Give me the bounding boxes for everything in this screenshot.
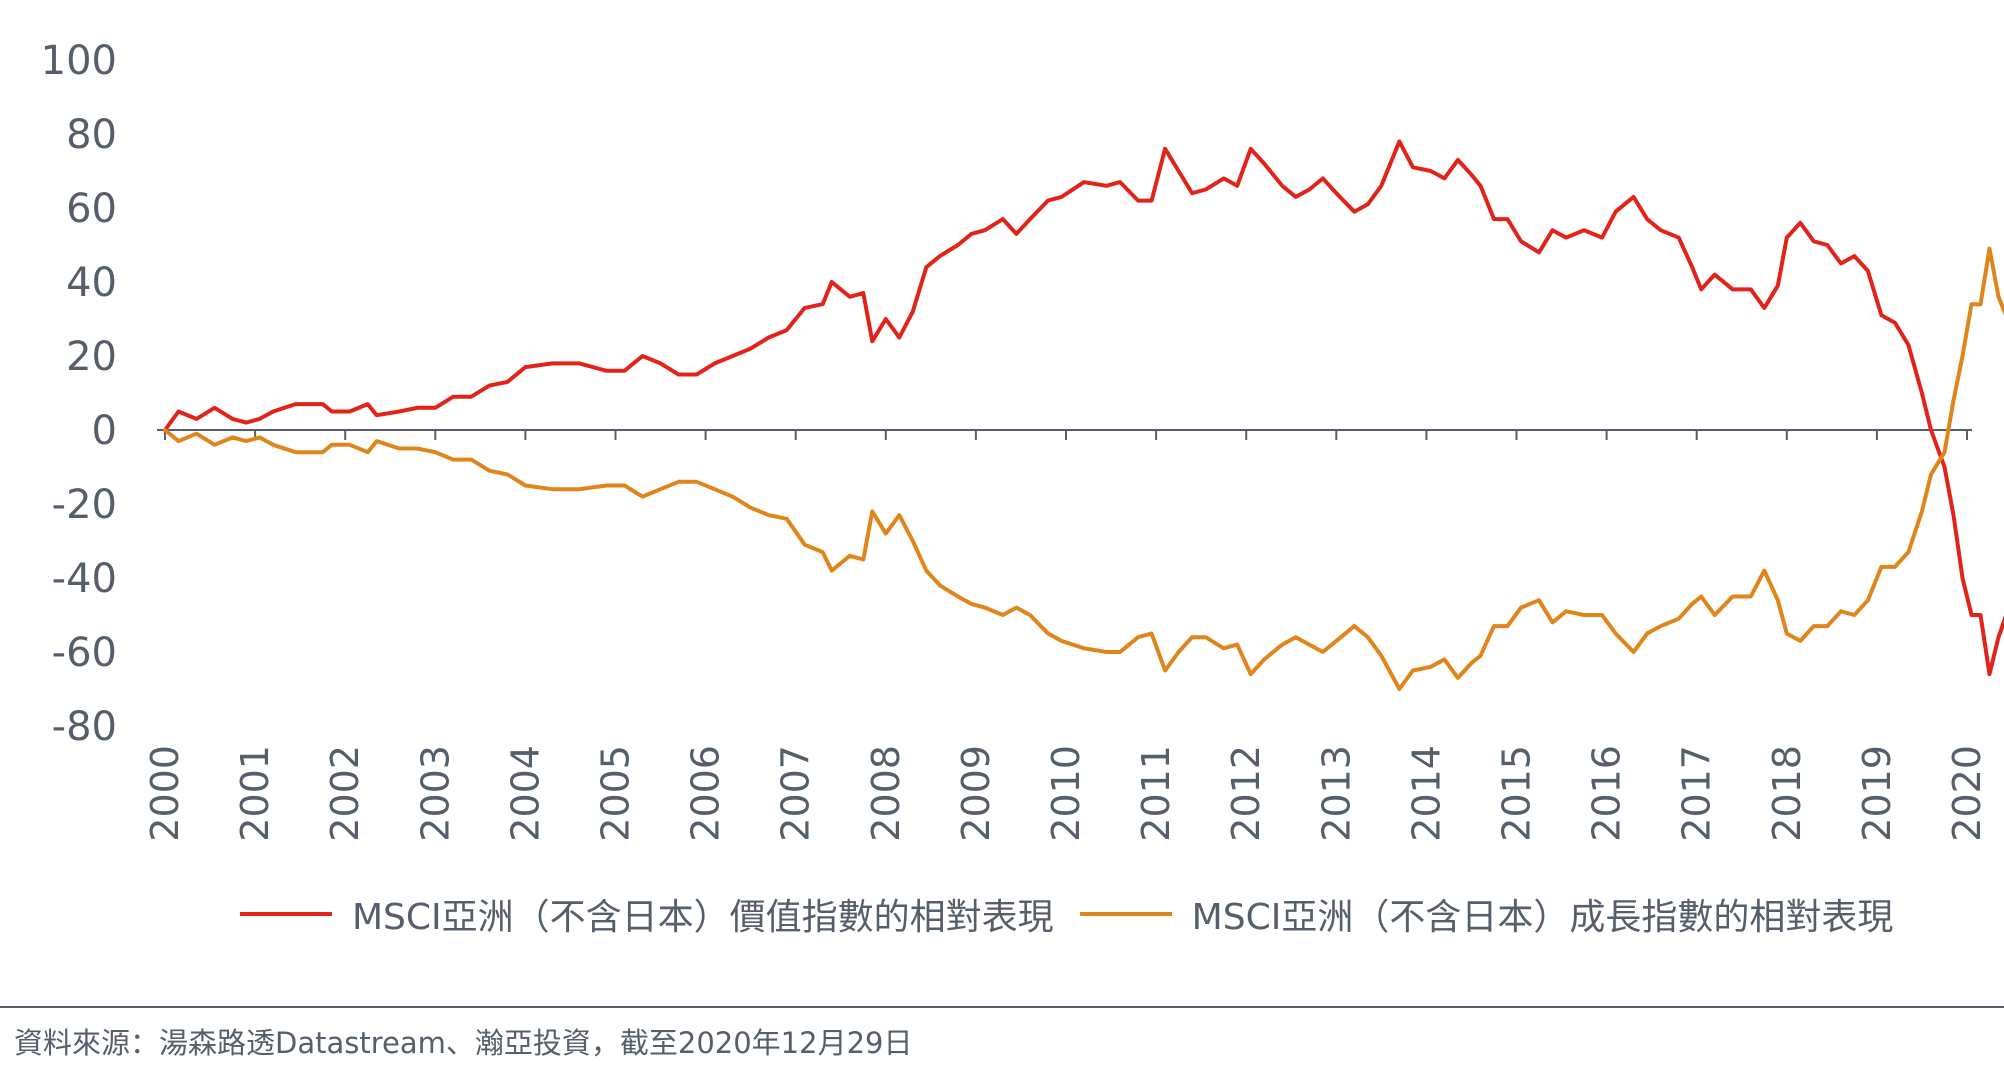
y-tick-label: -40 xyxy=(52,556,117,602)
x-tick-label: 2005 xyxy=(594,745,638,842)
x-tick-label: 2011 xyxy=(1134,745,1178,842)
legend-swatch-growth xyxy=(1079,912,1172,916)
x-tick-label: 2002 xyxy=(323,745,367,842)
y-tick-label: 40 xyxy=(66,260,117,306)
x-tick-label: 2008 xyxy=(864,745,908,842)
x-axis-ticks: 2000 2001 2002 2003 2004 2005 2006 2007 2008 2009… xyxy=(143,745,1989,842)
series-line-growth xyxy=(163,246,2004,691)
series-layer xyxy=(163,139,2004,691)
footer-divider xyxy=(0,1006,2004,1008)
legend: MSCI亞洲（不含日本）價值指數的相對表現 MSCI亞洲（不含日本）成長指數的相… xyxy=(240,888,1919,940)
legend-label-value: MSCI亞洲（不含日本）價值指數的相對表現 xyxy=(352,897,1054,938)
y-tick-label: 20 xyxy=(66,334,117,380)
y-tick-label: -80 xyxy=(52,704,117,750)
legend-item-value: MSCI亞洲（不含日本）價值指數的相對表現 xyxy=(240,888,1054,940)
x-tick-label: 2019 xyxy=(1855,745,1899,842)
legend-item-growth: MSCI亞洲（不含日本）成長指數的相對表現 xyxy=(1079,888,1894,940)
series-line-value xyxy=(163,139,2004,677)
y-tick-label: -20 xyxy=(52,482,117,528)
legend-swatch-value xyxy=(240,912,332,916)
x-tick-label: 2013 xyxy=(1314,745,1358,842)
y-tick-label: 0 xyxy=(92,408,117,454)
x-tick-label: 2000 xyxy=(143,745,187,842)
y-tick-label: 60 xyxy=(66,186,117,232)
x-tick-label: 2010 xyxy=(1044,745,1088,842)
x-tick-label: 2014 xyxy=(1404,745,1448,842)
x-tick-label: 2012 xyxy=(1224,745,1268,842)
x-tick-label: 2017 xyxy=(1675,745,1719,842)
x-tick-label: 2015 xyxy=(1495,745,1539,842)
x-tick-label: 2004 xyxy=(503,745,547,842)
source-note: 資料來源：湯森路透Datastream、瀚亞投資，截至2020年12月29日 xyxy=(14,1026,913,1060)
x-tick-label: 2003 xyxy=(413,745,457,842)
y-axis-ticks: 100 80 60 40 20 0 -20 -40 -60 -80 xyxy=(41,38,117,750)
x-tick-label: 2006 xyxy=(684,745,728,842)
x-tick-label: 2001 xyxy=(233,745,277,842)
y-tick-label: -60 xyxy=(52,630,117,676)
y-tick-label: 100 xyxy=(41,38,117,84)
legend-label-growth: MSCI亞洲（不含日本）成長指數的相對表現 xyxy=(1191,897,1894,938)
x-tick-label: 2018 xyxy=(1765,745,1809,842)
x-tick-label: 2020 xyxy=(1945,745,1989,842)
y-tick-label: 80 xyxy=(66,112,117,158)
x-tick-label: 2016 xyxy=(1585,745,1629,842)
x-tick-label: 2009 xyxy=(954,745,998,842)
x-axis-tick-marks xyxy=(164,430,1968,440)
x-tick-label: 2007 xyxy=(774,745,818,842)
